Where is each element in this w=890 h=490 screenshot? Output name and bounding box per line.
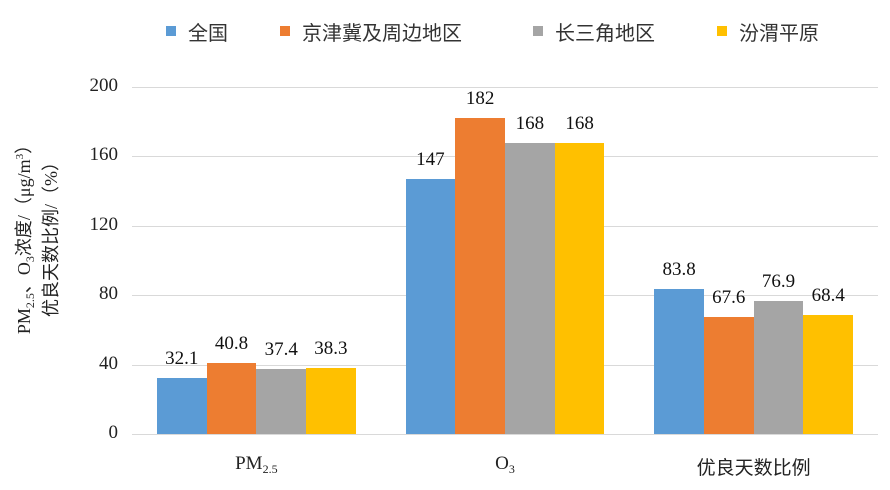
legend-swatch [533,26,543,36]
legend-swatch [166,26,176,36]
legend-swatch [717,26,727,36]
data-label: 76.9 [761,270,796,292]
data-label: 168 [515,112,545,134]
x-category-label: PM2.5 [235,453,278,476]
bar [704,316,754,434]
bar [306,367,356,434]
bar [554,142,605,434]
data-label: 68.4 [811,285,845,307]
y-tick-label: 160 [89,144,119,165]
gridline [132,434,878,435]
bar [405,179,456,434]
bar [505,142,555,434]
y-tick-label: 120 [89,214,119,235]
data-label: 182 [465,88,495,110]
bar [256,369,306,434]
bar [206,363,257,434]
legend-label: 全国 [188,22,228,45]
legend-item: 汾渭平原 [717,16,819,46]
legend: 全国 京津冀及周边地区 长三角地区 汾渭平原 [0,16,890,46]
y-tick-label: 40 [99,353,118,374]
y-tick-label: 200 [89,75,119,96]
legend-item: 长三角地区 [533,16,655,46]
legend-label: 长三角地区 [555,22,655,45]
y-axis-title: PM2.5、O3浓度/（μg/m3） 优良天数比例/（%） [6,70,66,400]
data-label: 147 [416,149,445,170]
bar [753,300,804,434]
bar [455,118,505,434]
legend-label: 京津冀及周边地区 [302,22,462,45]
data-label: 67.6 [712,286,746,308]
bar [803,315,854,434]
y-tick-label: 0 [108,422,119,443]
y-tick-label: 80 [99,283,118,304]
legend-item: 全国 [166,16,228,46]
data-label: 32.1 [165,348,199,370]
bar [654,288,704,434]
data-label: 37.4 [264,339,298,361]
data-label: 83.8 [662,258,696,280]
x-category-label: O3 [495,453,515,476]
y-axis-title-text: PM2.5、O3浓度/（μg/m3） 优良天数比例/（%） [14,135,61,335]
legend-swatch [280,26,290,36]
legend-item: 京津冀及周边地区 [280,16,462,46]
legend-label: 汾渭平原 [739,22,819,45]
data-label: 38.3 [314,337,348,359]
gridline [132,87,878,88]
x-category-label: 优良天数比例 [696,458,811,479]
data-label: 168 [565,112,594,134]
bar [156,378,207,434]
data-label: 40.8 [214,333,249,355]
